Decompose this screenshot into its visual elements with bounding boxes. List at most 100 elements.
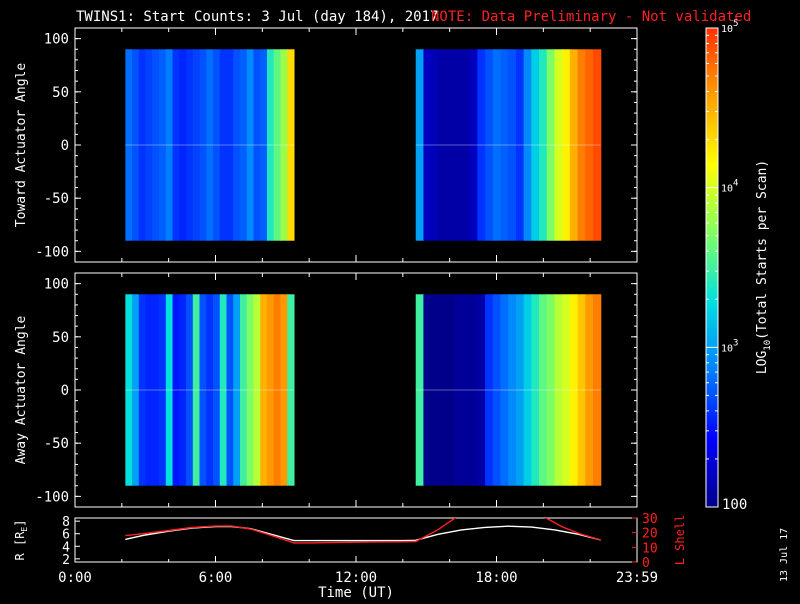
heatmap-column: [233, 294, 241, 486]
heatmap-column: [546, 294, 556, 486]
heatmap-column: [431, 49, 440, 241]
x-tick-label: 0:00: [58, 570, 92, 586]
heatmap-column: [485, 49, 494, 241]
right-y-tick-label: 10: [642, 541, 658, 556]
colorbar-tick-exp: 4: [733, 179, 738, 189]
heatmap-column: [145, 294, 153, 486]
heatmap-column: [562, 49, 571, 241]
heatmap-column: [431, 294, 440, 486]
heatmap-column: [438, 49, 448, 241]
heatmap-column: [562, 294, 571, 486]
heatmap-column: [273, 49, 282, 241]
colorbar-tick-label: 104: [721, 179, 738, 195]
heatmap-column: [577, 294, 586, 486]
heatmap-column: [132, 294, 140, 486]
colorbar-tick-base: 10: [721, 24, 733, 35]
right-y-tick-label: 30: [642, 512, 658, 527]
heatmap-column: [546, 49, 556, 241]
heatmap-column: [260, 294, 268, 486]
heatmap-column: [192, 49, 201, 241]
heatmap-column: [239, 49, 248, 241]
heatmap-column: [125, 49, 133, 241]
heatmap-column: [239, 294, 248, 486]
heatmap-column: [233, 49, 241, 241]
heatmap-column: [125, 294, 133, 486]
heatmap-column: [469, 294, 478, 486]
heatmap-column: [539, 49, 548, 241]
heatmap-column: [219, 49, 228, 241]
left-axis-label-close: ]: [13, 520, 27, 527]
date-stamp: 13 Jul 17: [779, 528, 790, 582]
preliminary-note: NOTE: Data Preliminary - Not validated: [431, 9, 751, 25]
x-tick-label: 18:00: [475, 570, 517, 586]
heatmap-column: [199, 294, 207, 486]
heatmap-column: [438, 294, 448, 486]
heatmap-column: [186, 294, 194, 486]
left-axis-label: R [RE]: [13, 520, 29, 561]
y-axis-label: Toward Actuator Angle: [14, 63, 29, 228]
heatmap-column: [246, 294, 255, 486]
heatmap-column: [186, 49, 194, 241]
left-y-tick-label: 4: [62, 540, 70, 555]
heatmap-column: [492, 294, 502, 486]
left-y-tick-label: 8: [62, 515, 70, 530]
colorbar-tick-base: 10: [721, 343, 733, 354]
heatmap-column: [219, 294, 228, 486]
colorbar-label: LOG10(Total Starts per Scan): [755, 160, 773, 374]
heatmap-column: [213, 49, 221, 241]
heatmap-column: [423, 49, 432, 241]
heatmap-column: [246, 49, 255, 241]
heatmap-column: [531, 294, 540, 486]
heatmap-column: [280, 294, 288, 486]
heatmap-column: [287, 294, 295, 486]
y-tick-label: -100: [35, 244, 69, 260]
heatmap-column: [253, 294, 261, 486]
left-y-tick-label: 2: [62, 553, 70, 568]
heatmap-column: [287, 49, 295, 241]
heatmap-column: [531, 49, 540, 241]
heatmap-column: [273, 294, 282, 486]
right-y-tick-label: 0: [642, 556, 650, 571]
colorbar-tick-label: 103: [721, 338, 738, 354]
heatmap-column: [554, 49, 563, 241]
heatmap-column: [508, 294, 517, 486]
heatmap-column: [280, 49, 288, 241]
heatmap-column: [554, 294, 563, 486]
figure-title: TWINS1: Start Counts: 3 Jul (day 184), 2…: [76, 9, 438, 25]
heatmap-column: [132, 49, 140, 241]
heatmap-column: [260, 49, 268, 241]
heatmap-column: [213, 294, 221, 486]
heatmap-column: [423, 294, 432, 486]
heatmap-column: [492, 49, 502, 241]
heatmap-column: [138, 294, 147, 486]
colorbar-label-rest: (Total Starts per Scan): [755, 160, 770, 340]
y-tick-label: 0: [61, 138, 69, 154]
heatmap-column: [515, 49, 525, 241]
heatmap-column: [500, 294, 509, 486]
heatmap-column: [179, 294, 187, 486]
toward-angle-panel: 100 50 0 -50 -100 Toward Actuator Angle: [14, 27, 638, 263]
y-tick-label: -50: [44, 436, 69, 452]
heatmap-column: [523, 49, 532, 241]
right-axis-label: L Shell: [673, 515, 687, 566]
heatmap-column: [446, 49, 455, 241]
heatmap-column: [165, 294, 174, 486]
heatmap-column: [206, 294, 214, 486]
y-tick-label: 100: [44, 277, 69, 293]
y-axis-label: Away Actuator Angle: [14, 315, 29, 464]
heatmap-column: [253, 49, 261, 241]
left-axis-label-sub: E: [20, 527, 29, 532]
heatmap-column: [500, 49, 509, 241]
heatmap-column: [172, 294, 180, 486]
heatmap-column: [593, 49, 602, 241]
right-y-tick-label: 20: [642, 527, 658, 542]
colorbar-tick-exp: 3: [733, 338, 738, 348]
heatmap-column: [415, 294, 425, 486]
heatmap-column: [454, 49, 463, 241]
y-tick-label: 50: [52, 85, 69, 101]
heatmap-column: [152, 49, 160, 241]
colorbar-tick-label: 105: [721, 19, 738, 35]
heatmap-column: [145, 49, 153, 241]
